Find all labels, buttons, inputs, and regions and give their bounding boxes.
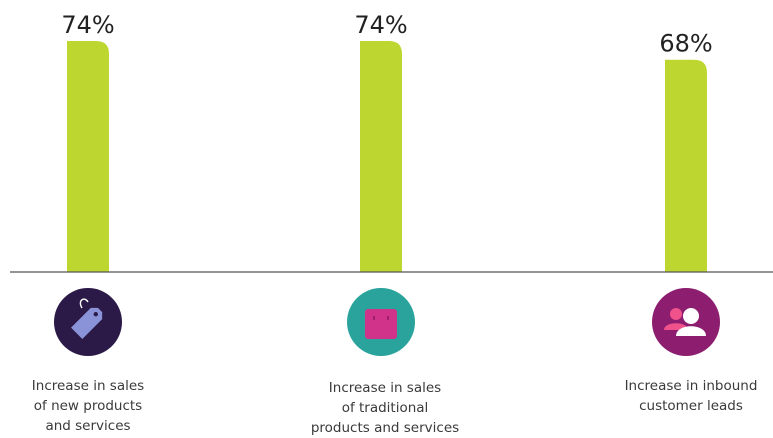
value-labels-group: 74% 74% 68% xyxy=(61,11,712,58)
category-label-new-products: Increase in sales of new products and se… xyxy=(31,378,145,434)
value-label-inbound-leads: 68% xyxy=(659,30,712,58)
people-icon xyxy=(652,288,720,356)
bar-inbound-leads xyxy=(665,59,707,272)
shopping-bag-icon xyxy=(347,288,415,356)
bar-traditional-products xyxy=(360,41,402,272)
value-label-new-products: 74% xyxy=(61,11,114,39)
bar-new-products xyxy=(67,41,109,272)
bars-group xyxy=(67,41,707,272)
value-label-traditional-products: 74% xyxy=(354,11,407,39)
price-tag-icon xyxy=(54,288,122,356)
category-label-traditional-products: Increase in sales of traditional product… xyxy=(310,380,460,436)
category-label-inbound-leads: Increase in inbound customer leads xyxy=(624,378,758,414)
